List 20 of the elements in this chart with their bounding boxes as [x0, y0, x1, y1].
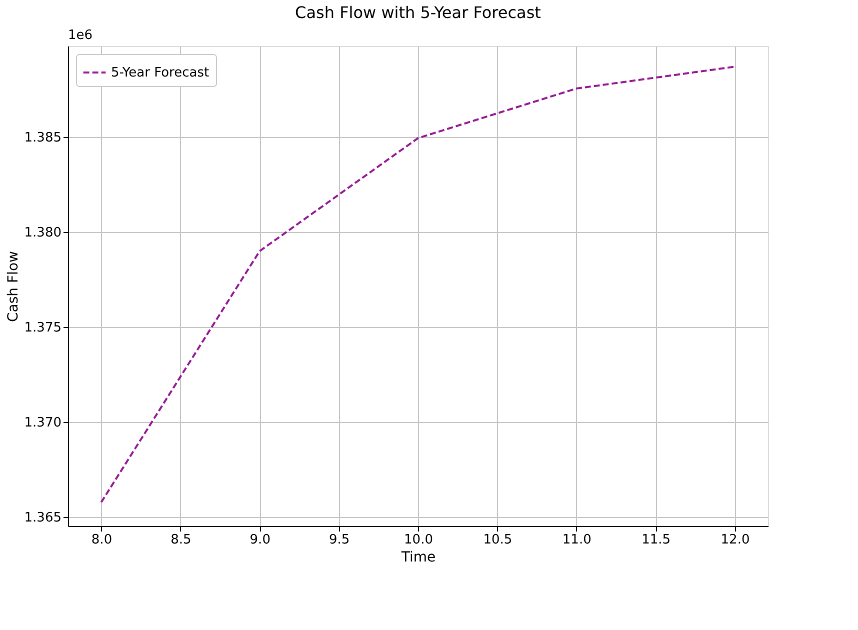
y-axis-title: Cash Flow [5, 251, 22, 322]
y-tick-label: 1.385 [24, 130, 62, 146]
x-tick-label: 11.5 [642, 532, 671, 548]
y-tick-label: 1.380 [24, 226, 62, 241]
legend-label: 5-Year Forecast [111, 66, 210, 80]
x-tick-label: 9.5 [328, 532, 350, 548]
x-tick-label: 10.0 [404, 532, 433, 548]
y-tick-label: 1.370 [24, 416, 62, 431]
x-axis-title: Time [400, 550, 436, 566]
x-tick-label: 12.0 [720, 532, 750, 548]
x-tick-label: 9.0 [250, 532, 270, 548]
x-tick-label: 8.0 [91, 532, 112, 548]
text: 1e6 [68, 28, 93, 43]
x-tick-label: 11.0 [562, 532, 592, 548]
y-tick-label: 1.365 [24, 510, 62, 526]
line-series [100, 66, 736, 504]
y-tick-label: 1.375 [24, 320, 62, 336]
x-tick-label: 8.5 [170, 532, 192, 548]
chart-title: Cash Flow with 5-Year Forecast [295, 3, 541, 22]
x-tick-label: 10.5 [483, 532, 512, 548]
